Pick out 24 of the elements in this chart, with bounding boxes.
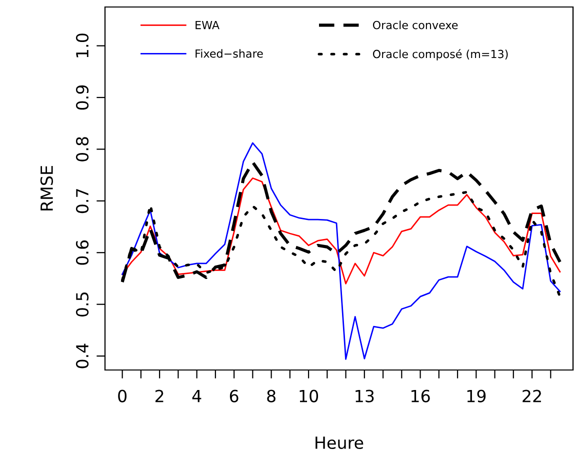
x-tick-label: 10 (300, 390, 318, 402)
x-tick-label: 8 (267, 390, 276, 402)
x-tick-label: 4 (192, 390, 202, 402)
x-tick-label: 6 (230, 390, 238, 402)
x-tick-label: 22 (522, 390, 541, 402)
y-tick-label: 0.8 (76, 137, 89, 162)
y-tick-label: 0.9 (76, 85, 89, 110)
legend-label: EWA (196, 20, 220, 30)
y-tick-label: 0.4 (76, 344, 89, 368)
y-tick-label: 0.6 (76, 240, 89, 265)
legend-label: Oracle convexe (372, 20, 458, 30)
legend-label: Oracle composé (m=13) (372, 49, 508, 60)
y-tick-label: 1.0 (76, 34, 89, 58)
x-tick-label: 13 (356, 390, 374, 402)
x-tick-label: 19 (467, 390, 486, 402)
x-tick-label: 2 (155, 390, 164, 402)
legend-label: Fixed−share (196, 49, 263, 58)
x-axis-title: Heure (316, 436, 364, 450)
y-axis-title: RMSE (40, 166, 53, 210)
y-tick-label: 0.7 (76, 189, 89, 214)
line-series (122, 142, 561, 360)
y-tick-label: 0.5 (76, 292, 89, 316)
x-tick-label: 16 (412, 390, 430, 402)
x-tick-label: 0 (118, 390, 127, 402)
